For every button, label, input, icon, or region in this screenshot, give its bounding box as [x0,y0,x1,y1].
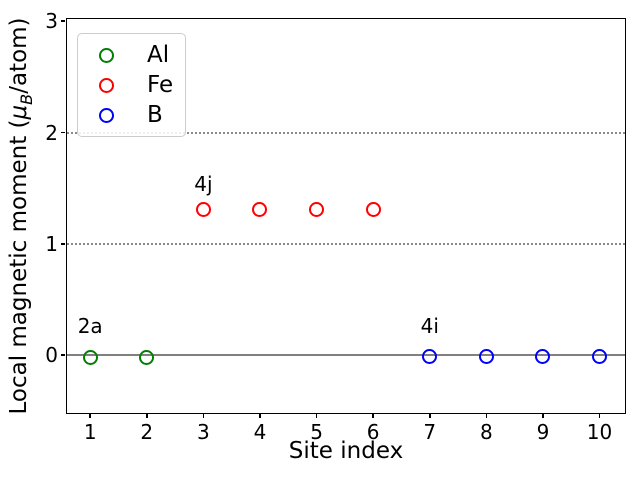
mu-symbol: μ [6,104,33,120]
zero-line [67,354,625,357]
x-tick-label-6: 6 [366,420,380,444]
y-tick-label-0: 0 [45,343,58,368]
data-point-b-site-9 [535,348,551,364]
data-point-al-site-2 [139,349,155,365]
x-tick-5 [315,414,318,418]
x-tick-label-4: 4 [253,420,267,444]
legend-label-al: Al [147,41,170,68]
y-tick-label-3: 3 [45,9,58,34]
legend-item-b: B [99,100,173,130]
x-tick-10 [598,414,601,418]
x-tick-6 [372,414,374,418]
data-point-al-site-1 [82,349,98,365]
data-point-fe-site-6 [365,201,381,217]
x-tick-7 [429,414,431,418]
legend-label-fe: Fe [147,71,174,98]
mu-subscript: B [16,93,36,105]
y-tick-3 [60,20,65,22]
b-marker-icon [99,107,114,123]
x-tick-label-5: 5 [310,420,323,444]
data-point-b-site-7 [422,348,438,364]
x-tick-label-3: 3 [197,420,210,444]
x-tick-8 [485,414,488,418]
y-tick-2 [60,131,65,134]
fe-marker-icon [99,77,114,93]
legend-item-fe: Fe [99,70,173,100]
plot-area: Al Fe B 0 1 2 3 1 2 3 4 5 6 7 8 9 10 2a 4j 4i [45,10,626,443]
data-point-b-site-8 [478,348,494,364]
gridline-y-2 [67,131,625,134]
x-tick-3 [202,414,205,418]
legend-item-al: Al [99,40,173,70]
gridline-y-1 [67,242,625,245]
x-axis-label: Site index [288,438,404,464]
x-tick-4 [259,414,261,418]
x-tick-9 [542,414,544,418]
y-tick-label-1: 1 [45,231,58,256]
x-tick-label-2: 2 [140,420,154,444]
data-point-fe-site-5 [309,201,325,217]
x-tick-label-9: 9 [536,420,550,444]
data-point-b-site-10 [592,348,608,364]
annotation-4j: 4j [194,171,213,196]
x-tick-2 [146,414,148,418]
legend: Al Fe B [77,33,187,137]
y-tick-0 [60,354,65,356]
x-tick-1 [89,414,91,418]
x-tick-label-7: 7 [423,420,437,444]
data-point-fe-site-4 [252,201,268,217]
y-tick-label-2: 2 [45,120,58,145]
legend-label-b: B [147,101,163,128]
x-tick-label-1: 1 [83,420,97,444]
x-tick-label-10: 10 [586,420,613,444]
x-tick-label-8: 8 [479,420,493,444]
y-tick-1 [60,243,65,245]
al-marker-icon [99,47,114,63]
annotation-4i: 4i [420,314,439,339]
annotation-2a: 2a [77,314,103,339]
y-axis-label-text: Local magnetic moment ( [6,119,33,415]
data-point-fe-site-3 [195,201,211,217]
